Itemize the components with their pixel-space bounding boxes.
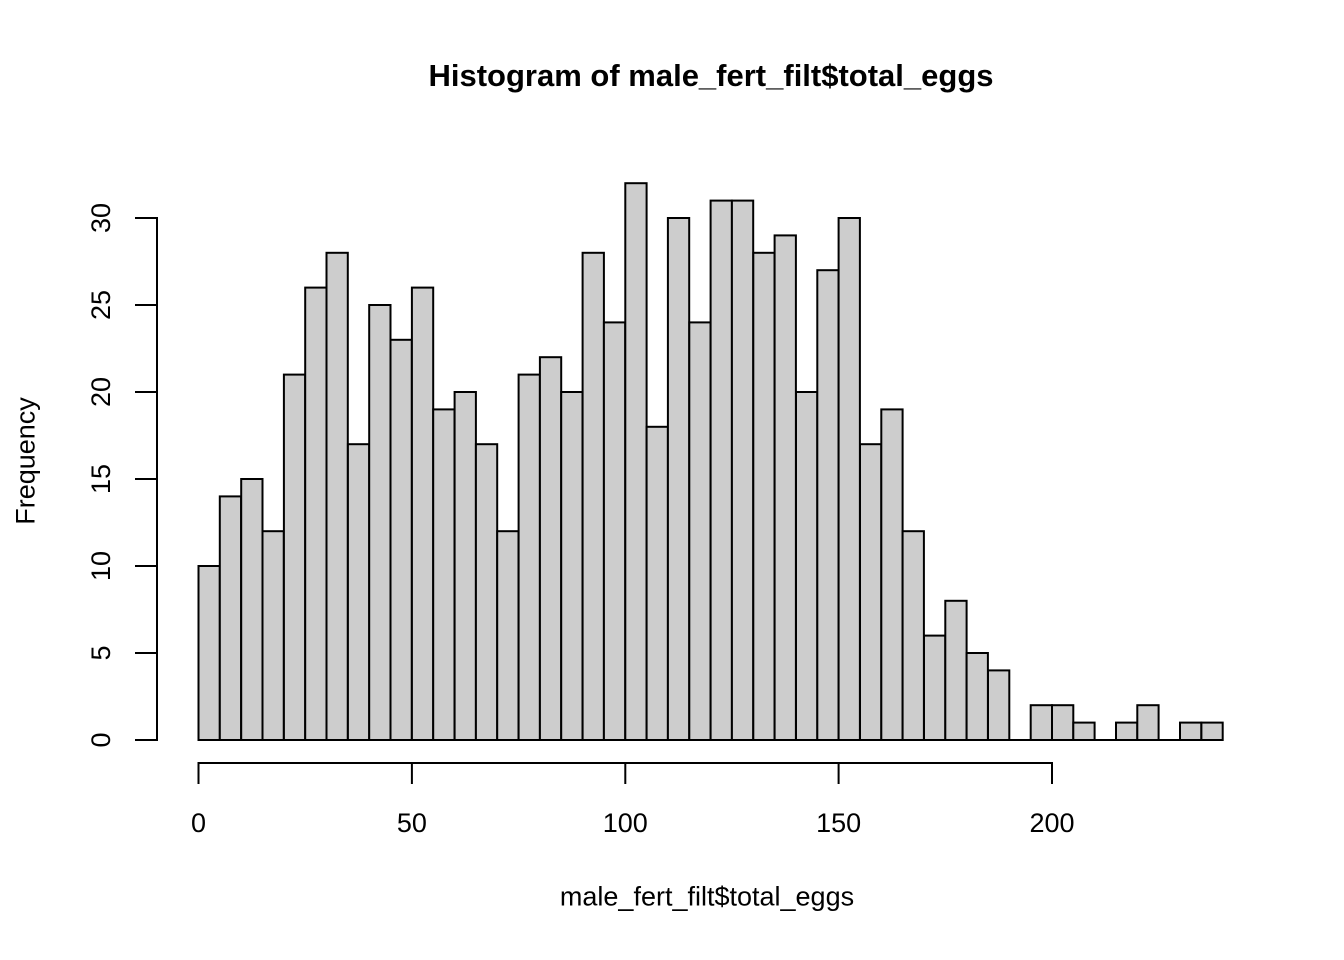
histogram-bar	[1029, 704, 1053, 742]
histogram-bar	[666, 217, 691, 741]
histogram-bar	[837, 217, 861, 741]
y-tick-label: 25	[86, 290, 116, 320]
histogram-bar	[709, 199, 733, 742]
histogram-bar	[1115, 721, 1139, 741]
histogram-bar	[816, 269, 840, 741]
histogram-bar	[560, 391, 584, 741]
histogram-bar	[1200, 721, 1224, 741]
y-axis-label: Frequency	[10, 397, 41, 525]
y-tick-label: 10	[86, 551, 116, 581]
y-tick-label: 30	[86, 203, 116, 233]
histogram-bar	[346, 443, 371, 741]
histogram-bar	[538, 356, 563, 741]
histogram-bar	[496, 530, 520, 742]
histogram-bar	[453, 391, 477, 741]
x-tick-label: 0	[191, 808, 206, 838]
histogram-bar	[517, 373, 541, 741]
x-tick-label: 50	[397, 808, 427, 838]
histogram-bar	[923, 634, 947, 741]
chart-title: Histogram of male_fert_filt$total_eggs	[428, 58, 994, 93]
histogram-bar	[240, 478, 264, 741]
histogram-bar	[1051, 704, 1075, 742]
histogram-bar	[197, 565, 221, 741]
x-tick-label: 150	[816, 808, 861, 838]
histogram-bar	[859, 443, 883, 741]
histogram-bar	[752, 251, 776, 742]
histogram-bar	[880, 408, 904, 741]
histogram-bar	[795, 391, 819, 741]
histogram-bar	[432, 408, 456, 741]
x-axis: 0 50 100 150 200	[191, 762, 1075, 838]
x-tick-label: 100	[603, 808, 648, 838]
y-tick-label: 15	[86, 464, 116, 494]
histogram-bar	[730, 199, 755, 742]
histogram-bar	[282, 373, 307, 741]
y-tick-label: 20	[86, 377, 116, 407]
histogram-bar	[218, 495, 243, 741]
histogram-bar	[688, 321, 712, 741]
histogram-bar	[965, 652, 989, 741]
histogram-bar	[325, 251, 349, 742]
histogram-bar	[901, 530, 925, 742]
x-axis-label: male_fert_filt$total_eggs	[559, 881, 855, 912]
histogram-bar	[645, 425, 669, 741]
histogram-bar	[987, 669, 1011, 742]
histogram-bar	[1179, 721, 1203, 741]
histogram-bar	[602, 321, 627, 741]
y-tick-label: 0	[86, 732, 116, 747]
histogram-bar	[1136, 704, 1160, 742]
y-axis: 0 5 10 15 20 25 30	[86, 203, 158, 748]
histogram-bar	[624, 182, 648, 741]
histogram-bar	[410, 286, 435, 741]
histogram-bar	[304, 286, 328, 741]
x-tick-label: 200	[1029, 808, 1074, 838]
y-tick-label: 5	[86, 645, 116, 660]
histogram-bar	[581, 251, 605, 742]
histogram-bar	[474, 443, 499, 741]
histogram-bar	[261, 530, 285, 742]
histogram-bar	[368, 304, 392, 741]
histogram-bars	[197, 182, 1224, 742]
histogram-bar	[389, 338, 413, 741]
histogram-bar	[944, 599, 968, 741]
histogram-bar	[773, 234, 797, 741]
histogram-bar	[1072, 721, 1096, 741]
